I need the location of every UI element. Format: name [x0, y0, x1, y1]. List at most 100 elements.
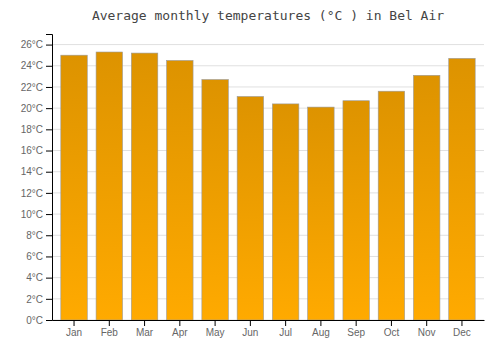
y-axis: 0°C 2°C 4°C 6°C 8°C 10°C 12°C 14°C 16°C 18°C 20°C 2…	[21, 35, 53, 326]
tick-label: Feb	[101, 327, 119, 338]
tick-mark	[426, 320, 427, 326]
grid	[52, 45, 484, 320]
x-tick: May	[206, 320, 225, 338]
tick-mark	[215, 320, 216, 326]
y-tick: 20°C	[21, 103, 52, 114]
tick-mark	[46, 299, 52, 300]
bar	[413, 75, 439, 320]
chart-container: 0°C 2°C 4°C 6°C 8°C 10°C 12°C 14°C 16°C 18°C 20°C 2…	[0, 0, 500, 350]
tick-mark	[46, 193, 52, 194]
tick-mark	[46, 151, 52, 152]
tick-label: Aug	[312, 327, 330, 338]
tick-label: Jan	[66, 327, 82, 338]
x-tick: Dec	[453, 320, 471, 338]
bars	[61, 52, 475, 320]
tick-label: Jul	[279, 327, 292, 338]
bar	[96, 52, 122, 320]
x-tick: Jul	[279, 320, 292, 338]
tick-label: 2°C	[26, 294, 43, 305]
tick-label: Nov	[418, 327, 436, 338]
tick-mark	[391, 320, 392, 326]
tick-mark	[46, 320, 52, 321]
tick-mark	[144, 320, 145, 326]
bar	[131, 53, 157, 320]
y-tick: 4°C	[26, 272, 52, 283]
x-tick: Sep	[347, 320, 365, 338]
chart: 0°C 2°C 4°C 6°C 8°C 10°C 12°C 14°C 16°C 18°C 20°C 2…	[0, 0, 500, 350]
bar	[272, 104, 298, 320]
y-tick: 10°C	[21, 209, 52, 220]
x-tick: Jan	[66, 320, 82, 338]
tick-mark	[74, 320, 75, 326]
x-tick: Mar	[136, 320, 154, 338]
tick-label: 20°C	[21, 103, 43, 114]
tick-label: 10°C	[21, 209, 43, 220]
x-tick: Jun	[242, 320, 258, 338]
bar	[449, 58, 475, 320]
tick-mark	[46, 129, 52, 130]
tick-mark	[46, 108, 52, 109]
bar	[202, 80, 228, 320]
tick-label: 14°C	[21, 166, 43, 177]
y-tick: 24°C	[21, 60, 52, 71]
bar	[378, 91, 404, 320]
tick-label: 18°C	[21, 124, 43, 135]
bar	[167, 60, 193, 320]
tick-label: 16°C	[21, 145, 43, 156]
tick-mark	[46, 214, 52, 215]
axis-line	[46, 35, 53, 321]
tick-label: May	[206, 327, 225, 338]
tick-mark	[250, 320, 251, 326]
tick-label: 12°C	[21, 188, 43, 199]
tick-label: 22°C	[21, 82, 43, 93]
bar	[308, 107, 334, 320]
title: Average monthly temperatures (°C ) in Be…	[92, 8, 444, 23]
tick-label: 6°C	[26, 251, 43, 262]
tick-mark	[285, 320, 286, 326]
x-tick: Aug	[312, 320, 330, 338]
y-tick: 18°C	[21, 124, 52, 135]
tick-label: 8°C	[26, 230, 43, 241]
x-tick: Oct	[384, 320, 400, 338]
y-tick: 16°C	[21, 145, 52, 156]
tick-label: 24°C	[21, 60, 43, 71]
y-tick: 8°C	[26, 230, 52, 241]
x-tick: Nov	[418, 320, 436, 338]
y-tick: 12°C	[21, 188, 52, 199]
tick-label: Oct	[384, 327, 400, 338]
tick-mark	[109, 320, 110, 326]
y-tick: 6°C	[26, 251, 52, 262]
bar	[237, 96, 263, 320]
tick-label: Sep	[347, 327, 365, 338]
y-tick: 0°C	[26, 315, 52, 326]
x-tick: Feb	[101, 320, 119, 338]
tick-mark	[46, 66, 52, 67]
x-axis: Jan Feb Mar Apr May Jun Jul Aug Sep Oct Nov Dec	[53, 320, 485, 338]
tick-label: Dec	[453, 327, 471, 338]
axis-line	[53, 320, 485, 321]
tick-mark	[179, 320, 180, 326]
y-tick: 26°C	[21, 39, 52, 50]
y-tick: 22°C	[21, 82, 52, 93]
tick-mark	[46, 87, 52, 88]
tick-label: 0°C	[26, 315, 43, 326]
tick-mark	[46, 278, 52, 279]
y-tick: 14°C	[21, 166, 52, 177]
tick-mark	[46, 235, 52, 236]
plot: 0°C 2°C 4°C 6°C 8°C 10°C 12°C 14°C 16°C 18°C 20°C 2…	[21, 35, 485, 339]
bar	[61, 55, 87, 320]
tick-label: Mar	[136, 327, 154, 338]
tick-mark	[46, 45, 52, 46]
tick-mark	[356, 320, 357, 326]
tick-mark	[46, 256, 52, 257]
tick-label: 26°C	[21, 39, 43, 50]
tick-label: Jun	[242, 327, 258, 338]
grid-line	[52, 44, 484, 45]
bar	[343, 101, 369, 320]
x-tick: Apr	[172, 320, 188, 338]
tick-label: 4°C	[26, 272, 43, 283]
tick-mark	[46, 172, 52, 173]
tick-label: Apr	[172, 327, 188, 338]
tick-mark	[320, 320, 321, 326]
y-tick: 2°C	[26, 294, 52, 305]
